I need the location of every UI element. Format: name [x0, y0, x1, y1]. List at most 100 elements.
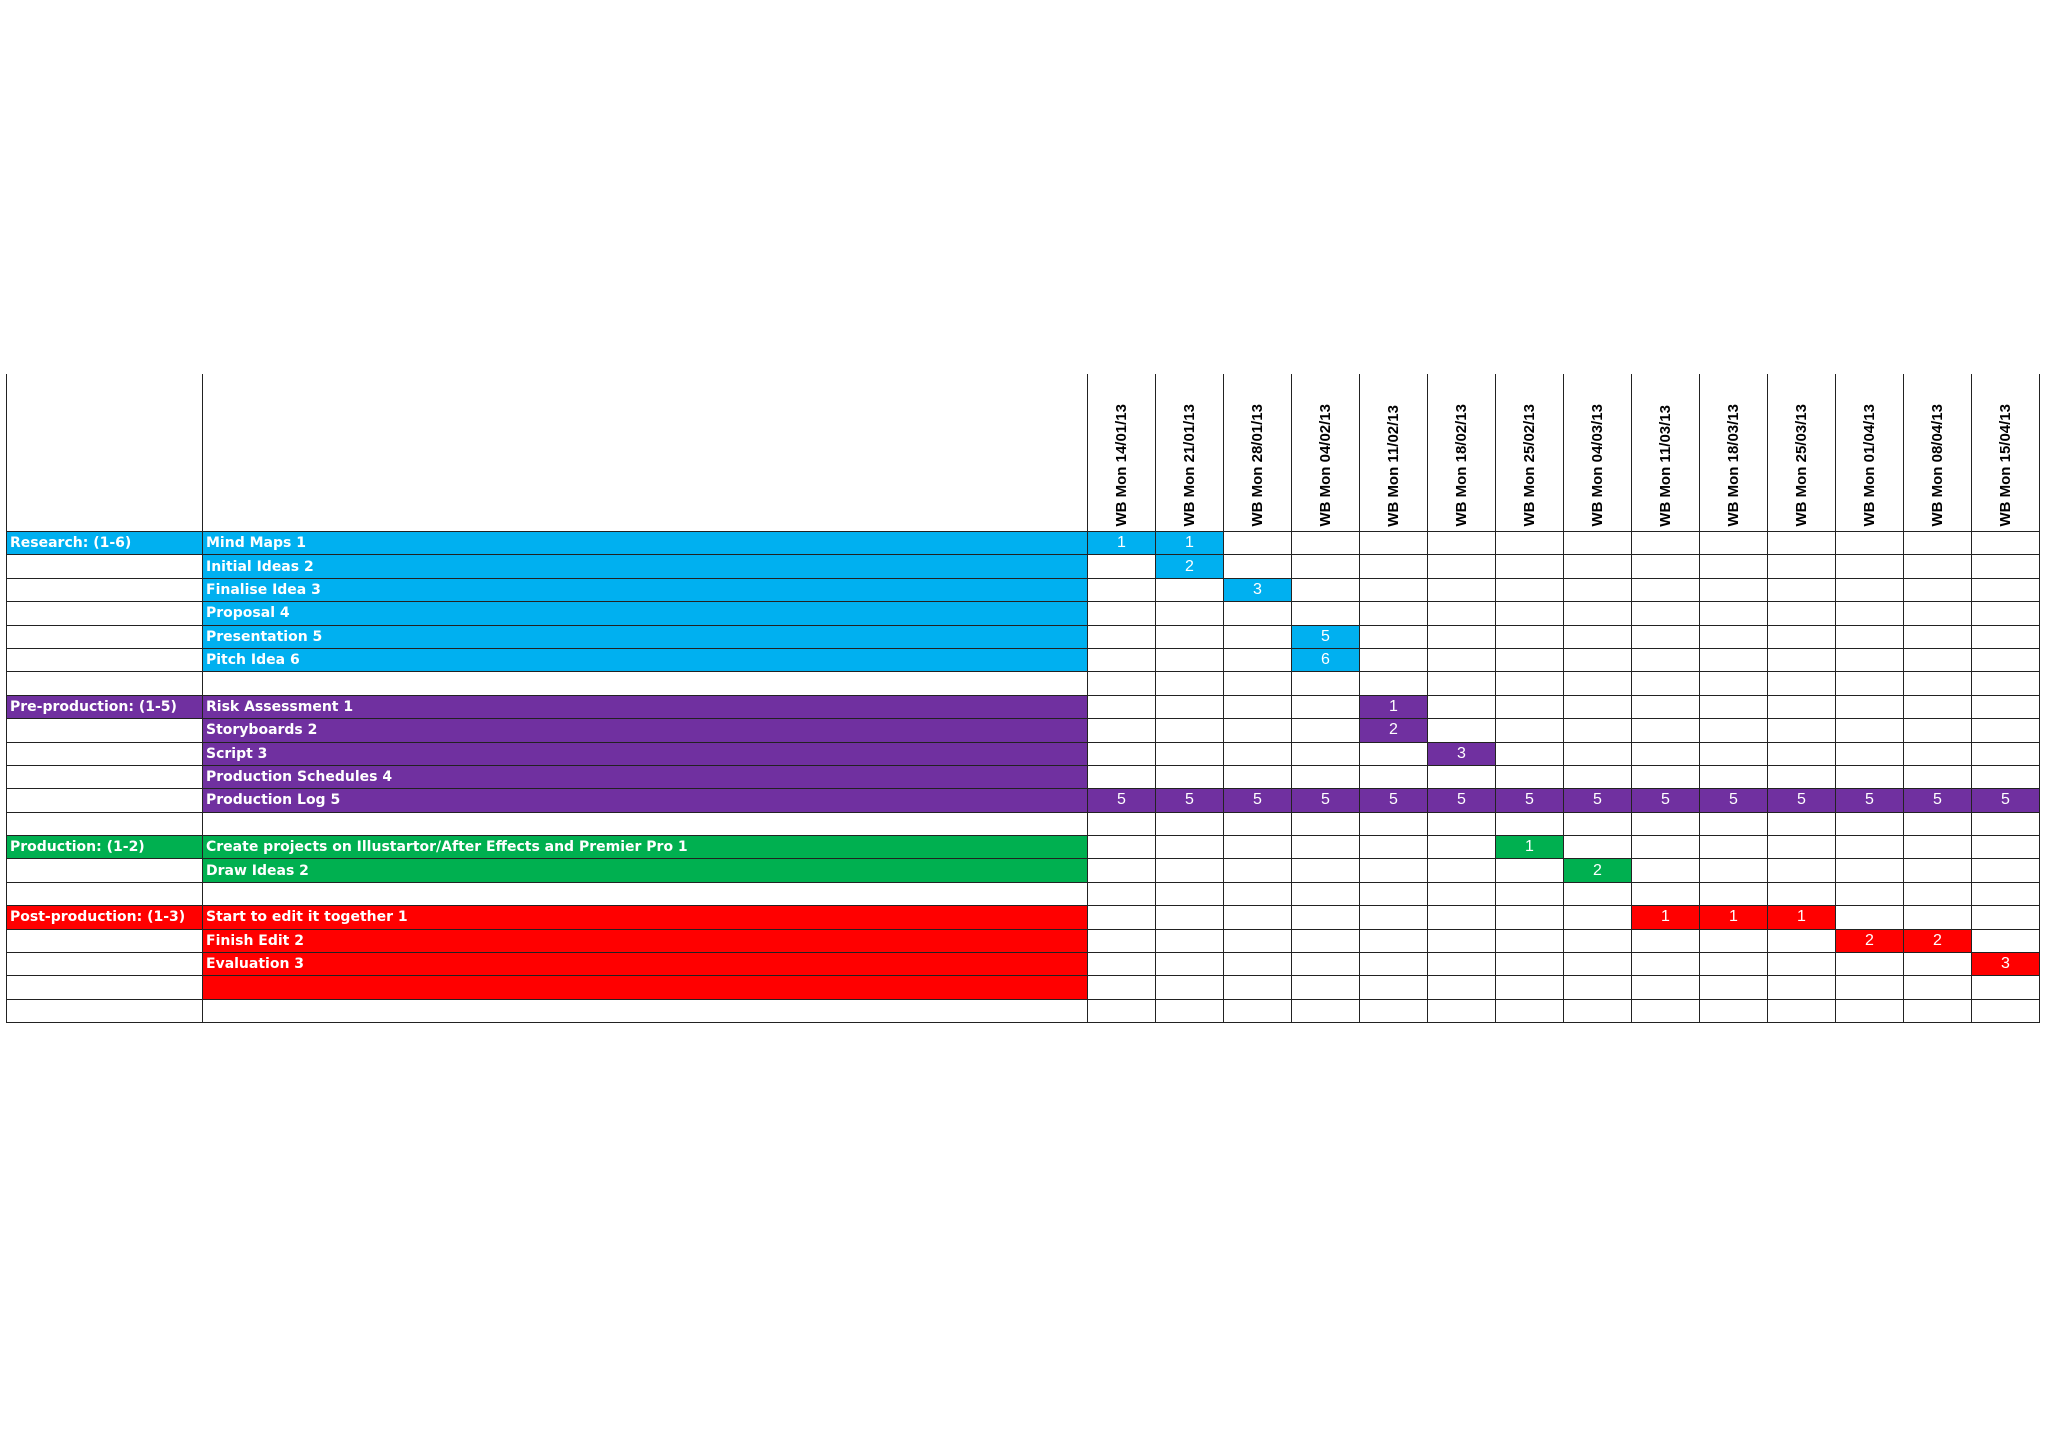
week-cell[interactable]: [1087, 694, 1156, 720]
week-cell[interactable]: [1699, 741, 1768, 766]
week-cell[interactable]: [1155, 718, 1224, 743]
week-cell[interactable]: [1087, 624, 1156, 649]
scheduled-week-cell[interactable]: 5: [1359, 788, 1428, 813]
week-header-cell[interactable]: WB Mon 25/02/13: [1495, 374, 1564, 532]
week-cell[interactable]: [1427, 647, 1496, 673]
week-cell[interactable]: [1155, 811, 1224, 837]
week-cell[interactable]: [1087, 671, 1156, 696]
week-cell[interactable]: [1631, 952, 1700, 977]
week-cell[interactable]: [1699, 881, 1768, 907]
week-cell[interactable]: [1223, 647, 1292, 673]
scheduled-week-cell[interactable]: 5: [1427, 788, 1496, 813]
week-cell[interactable]: [1835, 858, 1904, 883]
week-cell[interactable]: [1903, 811, 1972, 837]
week-cell[interactable]: [1359, 554, 1428, 579]
week-cell[interactable]: [1223, 671, 1292, 696]
week-cell[interactable]: [1835, 764, 1904, 790]
week-cell[interactable]: [1291, 577, 1360, 603]
task-cell[interactable]: Mind Maps 1: [202, 530, 1088, 556]
week-cell[interactable]: [1495, 601, 1564, 626]
scheduled-week-cell[interactable]: 5: [1291, 624, 1360, 649]
week-cell[interactable]: [1155, 881, 1224, 907]
week-cell[interactable]: [1767, 624, 1836, 649]
week-cell[interactable]: [1631, 671, 1700, 696]
task-cell[interactable]: Initial Ideas 2: [202, 554, 1088, 579]
week-cell[interactable]: [1223, 998, 1292, 1024]
task-cell[interactable]: Finalise Idea 3: [202, 577, 1088, 603]
scheduled-week-cell[interactable]: 2: [1563, 858, 1632, 883]
section-cell[interactable]: [6, 881, 203, 907]
week-cell[interactable]: [1427, 858, 1496, 883]
week-header-cell[interactable]: WB Mon 04/03/13: [1563, 374, 1632, 532]
week-cell[interactable]: [1359, 671, 1428, 696]
week-cell[interactable]: [1903, 975, 1972, 1000]
week-cell[interactable]: [1359, 647, 1428, 673]
task-cell[interactable]: [202, 998, 1088, 1024]
week-cell[interactable]: [1291, 741, 1360, 766]
week-cell[interactable]: [1563, 811, 1632, 837]
week-cell[interactable]: [1767, 811, 1836, 837]
week-cell[interactable]: [1223, 718, 1292, 743]
week-cell[interactable]: [1631, 601, 1700, 626]
week-cell[interactable]: [1835, 741, 1904, 766]
week-cell[interactable]: [1971, 694, 2040, 720]
section-cell[interactable]: [6, 671, 203, 696]
scheduled-week-cell[interactable]: 5: [1835, 788, 1904, 813]
week-cell[interactable]: [1835, 694, 1904, 720]
week-cell[interactable]: [1427, 905, 1496, 930]
scheduled-week-cell[interactable]: 5: [1495, 788, 1564, 813]
week-cell[interactable]: [1291, 554, 1360, 579]
week-cell[interactable]: [1903, 952, 1972, 977]
week-cell[interactable]: [1291, 975, 1360, 1000]
week-cell[interactable]: [1835, 530, 1904, 556]
scheduled-week-cell[interactable]: 5: [1971, 788, 2040, 813]
week-cell[interactable]: [1835, 671, 1904, 696]
section-cell[interactable]: [6, 858, 203, 883]
week-cell[interactable]: [1767, 858, 1836, 883]
week-header-cell[interactable]: WB Mon 11/03/13: [1631, 374, 1700, 532]
week-cell[interactable]: [1427, 764, 1496, 790]
section-cell[interactable]: [6, 647, 203, 673]
week-cell[interactable]: [1087, 858, 1156, 883]
task-cell[interactable]: Create projects on Illustartor/After Eff…: [202, 835, 1088, 860]
week-cell[interactable]: [1427, 928, 1496, 954]
week-cell[interactable]: [1155, 975, 1224, 1000]
week-cell[interactable]: [1427, 624, 1496, 649]
week-cell[interactable]: [1631, 718, 1700, 743]
week-cell[interactable]: [1223, 952, 1292, 977]
week-header-cell[interactable]: WB Mon 21/01/13: [1155, 374, 1224, 532]
week-cell[interactable]: [1359, 601, 1428, 626]
week-cell[interactable]: [1971, 741, 2040, 766]
week-cell[interactable]: [1495, 577, 1564, 603]
week-cell[interactable]: [1359, 811, 1428, 837]
week-cell[interactable]: [1767, 975, 1836, 1000]
section-cell[interactable]: [6, 975, 203, 1000]
scheduled-week-cell[interactable]: 1: [1359, 694, 1428, 720]
week-cell[interactable]: [1971, 624, 2040, 649]
week-cell[interactable]: [1971, 671, 2040, 696]
week-cell[interactable]: [1631, 835, 1700, 860]
week-cell[interactable]: [1903, 905, 1972, 930]
task-cell[interactable]: Draw Ideas 2: [202, 858, 1088, 883]
week-cell[interactable]: [1155, 577, 1224, 603]
week-cell[interactable]: [1291, 858, 1360, 883]
week-cell[interactable]: [1495, 718, 1564, 743]
week-cell[interactable]: [1563, 741, 1632, 766]
section-cell[interactable]: Research: (1-6): [6, 530, 203, 556]
week-cell[interactable]: [1563, 694, 1632, 720]
week-cell[interactable]: [1359, 577, 1428, 603]
week-cell[interactable]: [1359, 952, 1428, 977]
week-cell[interactable]: [1631, 530, 1700, 556]
section-cell[interactable]: Production: (1-2): [6, 835, 203, 860]
week-cell[interactable]: [1495, 764, 1564, 790]
week-cell[interactable]: [1971, 998, 2040, 1024]
week-cell[interactable]: [1427, 718, 1496, 743]
week-cell[interactable]: [1223, 741, 1292, 766]
week-cell[interactable]: [1155, 952, 1224, 977]
scheduled-week-cell[interactable]: 2: [1903, 928, 1972, 954]
week-cell[interactable]: [1699, 858, 1768, 883]
week-cell[interactable]: [1291, 881, 1360, 907]
task-cell[interactable]: Finish Edit 2: [202, 928, 1088, 954]
week-cell[interactable]: [1359, 835, 1428, 860]
week-cell[interactable]: [1359, 764, 1428, 790]
